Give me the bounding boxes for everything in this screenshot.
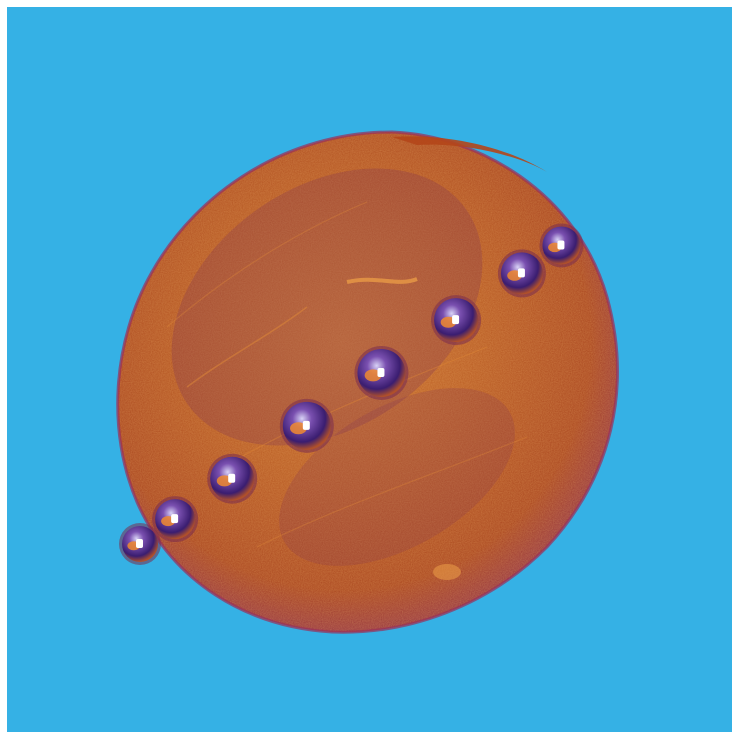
sphere-2 (152, 496, 199, 543)
sphere-8 (539, 223, 584, 268)
sphere-debris (364, 369, 382, 382)
specimen-cap (392, 136, 547, 172)
sphere-glint (517, 268, 525, 278)
sphere-glint (228, 473, 236, 483)
sphere-glint (136, 539, 143, 548)
sphere-glint (171, 514, 179, 524)
image-frame (7, 7, 732, 732)
sphere-glint (377, 367, 385, 377)
sphere-glint (557, 240, 565, 250)
sphere-glint (452, 315, 460, 325)
specimen-rim (116, 130, 619, 634)
marker-spheres (119, 223, 584, 565)
volume-render (7, 7, 732, 732)
sphere-4 (279, 398, 334, 453)
sphere-3 (207, 453, 258, 504)
sphere-6 (431, 295, 482, 346)
sphere-7 (497, 249, 546, 298)
sphere-1 (119, 523, 161, 565)
sphere-debris (290, 422, 307, 435)
sphere-5 (354, 345, 409, 400)
sphere-glint (302, 420, 310, 430)
